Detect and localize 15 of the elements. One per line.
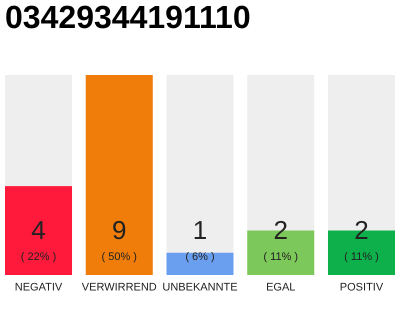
- chart-title: 03429344191110: [5, 0, 251, 35]
- x-tick-label: VERWIRREND: [82, 282, 157, 294]
- bar: [166, 252, 234, 275]
- data-label: 9: [112, 215, 126, 245]
- data-label: 1: [192, 215, 208, 245]
- annotation: ( 22% ): [20, 251, 56, 263]
- x-tick-label: POSITIV: [340, 282, 384, 294]
- annotation: ( 6% ): [185, 251, 215, 263]
- annotation: ( 11% ): [263, 251, 298, 263]
- x-tick-label: UNBEKANNTE: [162, 282, 238, 294]
- annotation: ( 11% ): [344, 251, 379, 263]
- data-label: 4: [31, 215, 46, 245]
- annotation: ( 50% ): [102, 251, 137, 263]
- x-tick-label: EGAL: [266, 282, 296, 294]
- x-tick-label: NEGATIV: [14, 282, 63, 294]
